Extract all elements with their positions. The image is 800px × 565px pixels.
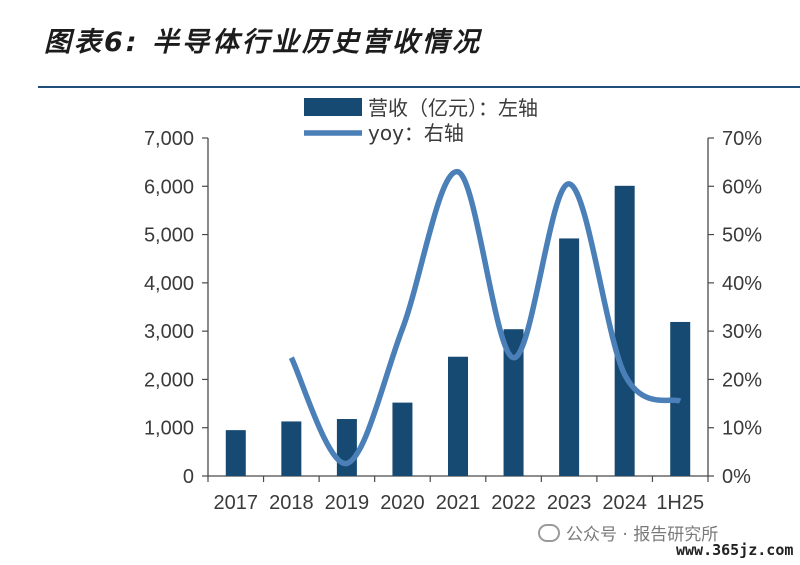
left-tick-label: 5,000 <box>144 225 194 247</box>
yoy-line <box>288 169 682 467</box>
bar-series <box>225 185 691 476</box>
tick-labels: 0 1,000 2,000 3,000 4,000 5,000 6,000 7,000 0% 10… <box>144 128 762 514</box>
x-tick-label: 1H25 <box>656 492 704 514</box>
x-tick-label: 2023 <box>547 492 592 514</box>
legend-bar-swatch <box>304 98 362 116</box>
left-tick-label: 3,000 <box>144 321 194 343</box>
site-watermark: www.365jz.com <box>676 541 794 559</box>
x-tick-label: 2024 <box>602 492 647 514</box>
x-tick-label: 2020 <box>380 492 425 514</box>
left-tick-label: 0 <box>183 466 194 488</box>
x-tick-label: 2022 <box>491 492 536 514</box>
left-tick-label: 4,000 <box>144 273 194 295</box>
right-tick-label: 0% <box>722 466 751 488</box>
revenue-bar <box>225 430 246 476</box>
line-series <box>288 169 682 467</box>
revenue-bar <box>281 421 302 476</box>
legend-bar-label: 营收（亿元）：左轴 <box>368 96 538 120</box>
left-tick-label: 2,000 <box>144 369 194 391</box>
figure-title: 图表6: 半导体行业历史营收情况 <box>44 27 482 58</box>
revenue-bar <box>559 238 580 476</box>
left-tick-label: 7,000 <box>144 128 194 150</box>
left-tick-label: 1,000 <box>144 418 194 440</box>
revenue-bar <box>503 329 524 476</box>
left-tick-label: 6,000 <box>144 176 194 198</box>
title-rule <box>38 86 800 88</box>
revenue-bar <box>392 402 413 476</box>
x-tick-label: 2021 <box>436 492 481 514</box>
right-tick-label: 20% <box>722 369 762 391</box>
x-tick-label: 2017 <box>214 492 259 514</box>
revenue-bar <box>448 356 468 476</box>
watermark: 公众号 · 报告研究所 <box>538 520 718 545</box>
x-tick-label: 2019 <box>325 492 370 514</box>
right-tick-label: 60% <box>722 176 762 198</box>
legend-line-label: yoy：右轴 <box>368 121 464 145</box>
watermark-text: 公众号 · 报告研究所 <box>566 525 719 545</box>
revenue-bar <box>614 185 635 476</box>
right-tick-label: 70% <box>722 128 762 150</box>
right-tick-label: 40% <box>722 273 762 295</box>
x-tick-label: 2018 <box>269 492 314 514</box>
revenue-bar <box>336 419 357 476</box>
wechat-icon <box>538 523 560 542</box>
right-tick-label: 10% <box>722 418 762 440</box>
right-tick-label: 30% <box>722 321 762 343</box>
right-tick-label: 50% <box>722 225 762 247</box>
